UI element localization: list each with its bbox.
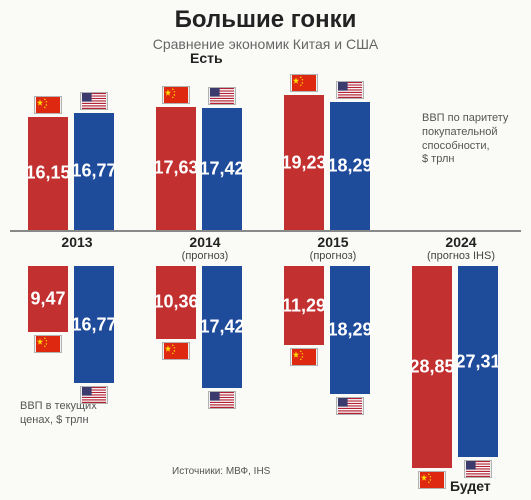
bar-top-china: 16,15 <box>28 117 68 230</box>
year-main: 2015 <box>274 234 392 250</box>
year-label: 2024(прогноз IHS) <box>402 234 520 262</box>
bar-value-bottom-china: 10,36 <box>153 292 198 313</box>
year-group: 17,6317,4210,3617,422014(прогноз) <box>146 0 264 500</box>
bar-value-bottom-usa: 18,29 <box>327 320 372 341</box>
year-sub: (прогноз) <box>274 250 392 262</box>
bar-top-usa: 17,42 <box>202 108 242 230</box>
china-flag-icon <box>34 96 62 114</box>
usa-flag-icon <box>208 87 236 105</box>
bar-value-bottom-usa: 27,31 <box>455 351 500 372</box>
bar-value-bottom-usa: 16,77 <box>71 314 116 335</box>
year-group: 28,8527,31 2024(прогноз IHS) <box>402 0 520 500</box>
china-flag-icon <box>290 348 318 366</box>
year-label: 2013 <box>18 234 136 250</box>
bar-value-bottom-china: 9,47 <box>30 289 65 310</box>
china-flag-icon <box>290 74 318 92</box>
bar-bottom-usa: 18,29 <box>330 266 370 394</box>
year-label: 2015(прогноз) <box>274 234 392 262</box>
year-main: 2014 <box>146 234 264 250</box>
year-group: 16,1516,779,4716,772013 <box>18 0 136 500</box>
year-sub: (прогноз) <box>146 250 264 262</box>
bar-value-top-usa: 18,29 <box>327 155 372 176</box>
bar-top-usa: 16,77 <box>74 113 114 230</box>
bar-value-top-china: 19,23 <box>281 152 326 173</box>
bar-top-usa: 18,29 <box>330 102 370 230</box>
year-main: 2024 <box>402 234 520 250</box>
bar-bottom-china: 9,47 <box>28 266 68 332</box>
year-main: 2013 <box>18 234 136 250</box>
usa-flag-icon <box>464 460 492 478</box>
bar-bottom-usa: 27,31 <box>458 266 498 457</box>
bar-value-top-usa: 16,77 <box>71 161 116 182</box>
bar-top-china: 17,63 <box>156 107 196 230</box>
year-group: 19,2318,2911,2918,292015(прогноз) <box>274 0 392 500</box>
china-flag-icon <box>418 471 446 489</box>
usa-flag-icon <box>208 391 236 409</box>
bar-bottom-china: 10,36 <box>156 266 196 339</box>
year-label: 2014(прогноз) <box>146 234 264 262</box>
bar-top-china: 19,23 <box>284 95 324 230</box>
china-flag-icon <box>34 335 62 353</box>
chart-area: 16,1516,779,4716,77201317,6317,4210,3617… <box>0 0 531 500</box>
bar-value-bottom-china: 11,29 <box>282 295 326 316</box>
bar-bottom-china: 11,29 <box>284 266 324 345</box>
usa-flag-icon <box>336 397 364 415</box>
usa-flag-icon <box>80 386 108 404</box>
bar-bottom-china: 28,85 <box>412 266 452 468</box>
bar-value-bottom-usa: 17,42 <box>199 316 244 337</box>
china-flag-icon <box>162 86 190 104</box>
usa-flag-icon <box>80 92 108 110</box>
bar-bottom-usa: 16,77 <box>74 266 114 383</box>
bar-value-top-china: 16,15 <box>25 163 70 184</box>
bar-value-top-usa: 17,42 <box>199 159 244 180</box>
usa-flag-icon <box>336 81 364 99</box>
bar-value-top-china: 17,63 <box>153 158 198 179</box>
year-sub: (прогноз IHS) <box>402 250 520 262</box>
bar-value-bottom-china: 28,85 <box>409 356 454 377</box>
china-flag-icon <box>162 342 190 360</box>
bar-bottom-usa: 17,42 <box>202 266 242 388</box>
